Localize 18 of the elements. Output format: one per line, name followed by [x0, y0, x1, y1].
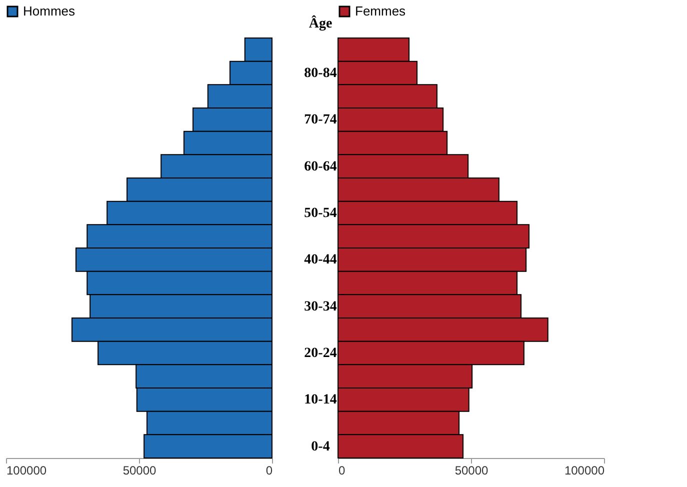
- x-tick-label: 0: [266, 464, 273, 478]
- legend-label: Femmes: [355, 4, 406, 18]
- y-tick-label: 70-74: [304, 112, 337, 128]
- y-axis-title: Âge: [308, 14, 332, 32]
- y-tick-label: 30-34: [304, 299, 337, 314]
- y-tick-label: 0-4: [311, 439, 330, 454]
- legend-label: Hommes: [23, 4, 76, 18]
- y-tick-label: 10-14: [304, 392, 337, 408]
- y-tick-label: 60-64: [304, 159, 337, 174]
- x-tick-label: 50000: [454, 464, 489, 478]
- x-tick-label: 0: [338, 464, 346, 478]
- y-tick-label: 50-54: [304, 206, 337, 221]
- x-tick-label: 100000: [6, 464, 47, 478]
- x-tick-label: 100000: [564, 464, 605, 478]
- y-tick-label: 20-24: [304, 346, 337, 361]
- x-tick-label: 50000: [122, 464, 157, 478]
- y-tick-label: 80-84: [304, 66, 337, 81]
- y-tick-label: 40-44: [304, 252, 337, 268]
